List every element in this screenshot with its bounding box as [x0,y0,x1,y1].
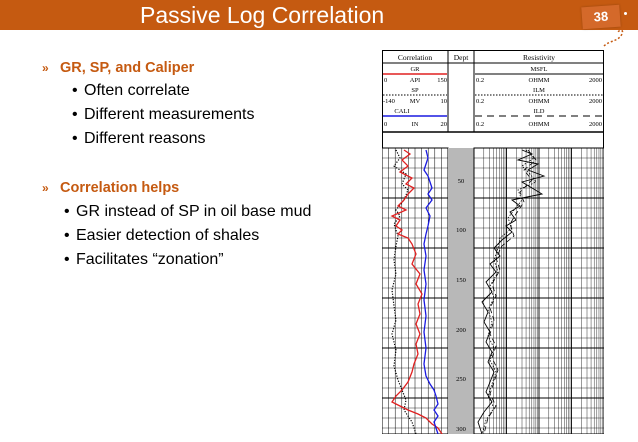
track-msfl-unit: OHMM [529,77,550,84]
section-heading-text: Correlation helps [60,180,180,196]
depth-label: 150 [456,277,466,284]
track-ild-max: 2000 [589,121,602,128]
track-sp-min: -140 [383,98,395,105]
track-ild-name: ILD [534,108,545,115]
list-item: • Facilitates “zonation” [64,251,224,269]
track-sp-max: 10 [441,98,448,105]
list-item-text: Facilitates “zonation” [76,251,224,268]
track-gr-unit: API [410,77,420,84]
double-chevron-icon: » [42,61,49,75]
section-heading-1: » GR, SP, and Caliper [42,60,194,76]
header-depth: Dept [454,53,469,62]
depth-label: 100 [456,227,466,234]
section-heading-text: GR, SP, and Caliper [60,60,195,76]
track-ild-unit: OHMM [529,121,550,128]
track-ilm-max: 2000 [589,98,602,105]
track-msfl-max: 2000 [589,77,602,84]
track-sp-unit: MV [410,98,421,105]
msfl-curve [477,149,546,434]
track-gr-max: 150 [437,77,447,84]
ilm-curve [481,149,537,434]
track-cali-name: CALI [394,108,409,115]
slide-title: Passive Log Correlation [140,2,385,28]
header-resistivity: Resistivity [523,53,555,62]
well-log-figure: Correlation Dept Resistivity GR 0 API 15… [382,50,604,434]
depth-track [448,148,474,434]
track-msfl-name: MSFL [531,66,548,73]
depth-label: 50 [458,178,465,185]
sp-curve [391,149,417,434]
track-ilm-min: 0.2 [476,98,484,105]
bullet-icon: • [64,251,70,268]
track-gr-name: GR [410,66,420,73]
section-heading-2: » Correlation helps [42,180,179,196]
track-msfl-min: 0.2 [476,77,484,84]
list-item-text: Different reasons [84,130,206,147]
track-cali-max: 20 [441,121,448,128]
title-bar [0,0,638,30]
list-item-text: Easier detection of shales [76,227,260,244]
gr-curve [390,149,443,434]
list-item: • Easier detection of shales [64,227,259,245]
double-chevron-icon: » [42,181,49,195]
depth-label: 250 [456,376,466,383]
track-ilm-unit: OHMM [529,98,550,105]
list-item: • Different measurements [72,106,254,124]
bullet-icon: • [64,227,70,244]
ild-curve [483,149,537,434]
page-number-badge: 38 [581,4,621,30]
bullet-icon: • [72,106,78,123]
bullet-icon: • [72,82,78,99]
track-cali-unit: IN [412,121,419,128]
depth-label: 300 [456,426,466,433]
list-item-text: Often correlate [84,82,190,99]
list-item: • Different reasons [72,130,206,148]
track-gr-min: 0 [384,77,387,84]
list-item-text: GR instead of SP in oil base mud [76,203,312,220]
depth-label: 200 [456,327,466,334]
badge-dot [624,12,627,15]
log-plot-body: 50 100 150 200 250 300 [382,147,604,434]
caliper-curve [423,149,439,434]
track-ild-min: 0.2 [476,121,484,128]
header-correlation: Correlation [398,53,432,62]
decorative-curl-icon [603,29,624,47]
track-ilm-name: ILM [533,87,545,94]
track-sp-name: SP [411,87,419,94]
list-item: • GR instead of SP in oil base mud [64,203,311,221]
list-item-text: Different measurements [84,106,255,123]
bullet-icon: • [72,130,78,147]
list-item: • Often correlate [72,82,190,100]
track-cali-min: 0 [384,121,387,128]
bullet-icon: • [64,203,70,220]
